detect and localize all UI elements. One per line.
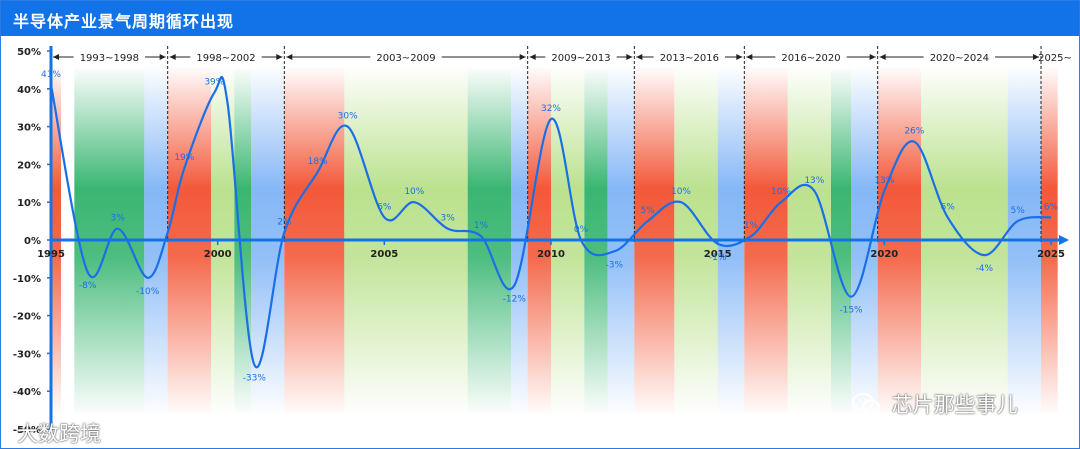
cycle-arrowhead-right xyxy=(736,54,743,60)
cycle-arrowhead-right xyxy=(869,54,876,60)
data-label: -4% xyxy=(976,264,994,274)
watermark-right: 芯片那些事儿 xyxy=(851,389,1018,421)
data-label: 6% xyxy=(941,202,956,212)
y-tick-label: -40% xyxy=(13,387,41,398)
x-tick-label: 2005 xyxy=(370,249,398,260)
y-tick-label: -20% xyxy=(13,312,41,323)
data-labels: 41% -8% 3% -10% 19% 39% -33% 2% 18% 30% 6% 10% 3% 1% -… xyxy=(41,70,1059,384)
cycle-label: 2013~2016 xyxy=(660,53,719,64)
data-label: 13% xyxy=(804,176,824,186)
series-path xyxy=(49,76,1052,369)
cycle-arrowhead-right xyxy=(626,54,633,60)
data-label: 41% xyxy=(41,70,61,80)
cycle-arrowhead-left xyxy=(746,54,753,60)
data-label: 1% xyxy=(474,221,489,231)
cycle-arrowhead-right xyxy=(276,54,283,60)
watermark-right-text: 芯片那些事儿 xyxy=(891,393,1018,417)
data-label: 5% xyxy=(1011,206,1026,216)
data-label: 10% xyxy=(671,187,691,197)
cycle-arrowhead-right xyxy=(159,54,166,60)
data-label: 3% xyxy=(441,214,456,224)
cycle-labels: 1993~1998 1998~2002 2003~2009 2009~2013 2013… xyxy=(53,46,1072,242)
data-label: -8% xyxy=(79,281,97,291)
x-tick-label: 2020 xyxy=(870,249,898,260)
data-label: 6% xyxy=(377,202,392,212)
data-label: 5% xyxy=(641,206,656,216)
cycle-arrowhead-left xyxy=(286,54,293,60)
cycle-label: 1993~1998 xyxy=(80,53,139,64)
x-tick-label: 1995 xyxy=(37,249,65,260)
cycle-arrowhead-right xyxy=(1033,54,1039,60)
cycle-label: 2020~2024 xyxy=(930,53,989,64)
y-tick-label: -30% xyxy=(13,349,41,360)
data-label: 32% xyxy=(541,104,561,114)
y-tick-label: 40% xyxy=(17,85,41,96)
axes: 50% 40% 30% 20% 10% 0% -10% -20% -30% -40% -50% 199… xyxy=(13,46,1069,436)
cycle-label: 1998~2002 xyxy=(196,53,255,64)
data-label: 18% xyxy=(308,157,328,167)
watermark-left-text: 大数跨境 xyxy=(17,422,101,446)
wechat-icon xyxy=(851,392,881,421)
page-title: 半导体产业景气周期循环出现 xyxy=(13,12,235,31)
data-label: -10% xyxy=(136,287,160,297)
data-label: 6% xyxy=(1044,202,1059,212)
cycle-label: 2009~2013 xyxy=(551,53,610,64)
data-label: 10% xyxy=(404,187,424,197)
data-label: 19% xyxy=(174,153,194,163)
data-label: 0% xyxy=(574,225,589,235)
x-tick-label: 2010 xyxy=(537,249,565,260)
cycle-label: 2003~2009 xyxy=(376,53,435,64)
cycle-arrowhead-left xyxy=(529,54,536,60)
data-label: 26% xyxy=(904,127,924,137)
x-axis-arrowhead xyxy=(1059,235,1069,245)
data-label: -3% xyxy=(606,260,624,270)
y-tick-label: 0% xyxy=(24,236,41,247)
data-label: -12% xyxy=(503,294,527,304)
y-tick-label: -10% xyxy=(13,274,41,285)
y-tick-label: -50% xyxy=(13,425,41,436)
data-label: 3% xyxy=(111,214,126,224)
data-label: 30% xyxy=(338,112,358,122)
cycle-label: 2025~ xyxy=(1038,53,1072,64)
data-label: -33% xyxy=(243,374,267,384)
y-tick-label: 10% xyxy=(17,198,41,209)
watermark-left: 大数跨境 xyxy=(17,418,101,448)
x-tick-label: 2000 xyxy=(204,249,232,260)
y-tick-label: 30% xyxy=(17,123,41,134)
title-bar: 半导体产业景气周期循环出现 xyxy=(1,1,1079,36)
data-label: 39% xyxy=(204,78,224,88)
data-label: -1% xyxy=(709,253,727,263)
cycle-label: 2016~2020 xyxy=(781,53,840,64)
cycle-arrowhead-left xyxy=(169,54,176,60)
data-label: -15% xyxy=(839,306,863,316)
cycle-arrowhead-left xyxy=(53,54,59,60)
cycle-arrowhead-left xyxy=(879,54,886,60)
cycle-arrowhead-left xyxy=(636,54,643,60)
x-tick-label: 2015 xyxy=(704,249,732,260)
cycle-arrowhead-right xyxy=(519,54,526,60)
data-label: 1% xyxy=(744,221,759,231)
y-tick-label: 20% xyxy=(17,160,41,171)
series-line xyxy=(49,76,1052,369)
data-label: 13% xyxy=(874,176,894,186)
data-label: 2% xyxy=(277,217,292,227)
data-label: 10% xyxy=(771,187,791,197)
semiconductor-cycle-chart: 1993~1998 1998~2002 2003~2009 2009~2013 2013… xyxy=(13,46,1072,436)
x-tick-label: 2025 xyxy=(1037,249,1065,260)
y-tick-label: 50% xyxy=(17,47,41,58)
